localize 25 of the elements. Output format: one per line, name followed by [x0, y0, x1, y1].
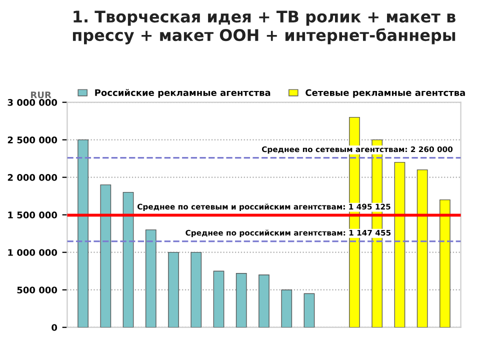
bar	[122, 192, 134, 328]
bar	[394, 162, 406, 328]
legend-label: Сетевые рекламные агентства	[306, 89, 465, 98]
bar	[78, 139, 88, 328]
y-tick-label: 2 500 000	[8, 136, 58, 144]
y-axis-title: RUR	[31, 92, 52, 98]
bar	[281, 290, 292, 328]
bar	[168, 252, 179, 328]
bar	[258, 274, 270, 328]
bar	[236, 272, 247, 328]
y-tick-label: 500 000	[17, 286, 58, 294]
bar	[304, 293, 315, 328]
bar	[416, 169, 428, 328]
chart-title: 1. Творческая идея + ТВ ролик + макет в прессу + макет ООН + интернет-баннеры	[72, 10, 456, 44]
y-tick-label: 3 000 000	[8, 99, 58, 106]
y-tick-label: 0	[52, 324, 58, 331]
bar	[440, 199, 450, 328]
bar	[100, 184, 112, 328]
bar	[213, 270, 224, 328]
bar	[190, 252, 202, 328]
y-tick-label: 2 000 000	[8, 174, 58, 181]
y-tick-label: 1 500 000	[8, 212, 58, 218]
bar	[145, 229, 156, 328]
legend-label: Российские рекламные агентства	[95, 89, 270, 98]
y-tick-label: 1 000 000	[8, 249, 58, 256]
